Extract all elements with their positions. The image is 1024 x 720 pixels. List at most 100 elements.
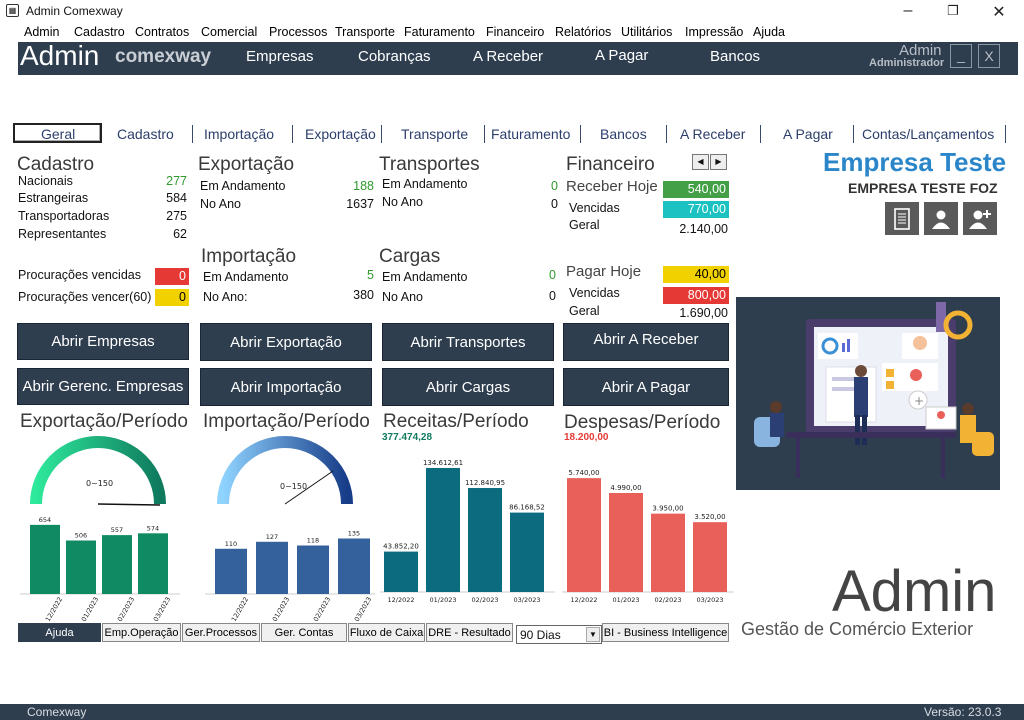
menu-faturamento[interactable]: Faturamento	[404, 25, 475, 39]
abrir-a-pagar-button[interactable]: Abrir A Pagar	[563, 368, 729, 406]
tab-transporte[interactable]: Transporte	[401, 126, 469, 142]
nav-a-pagar[interactable]: A Pagar	[595, 47, 649, 64]
transportadoras-label: Transportadoras	[18, 209, 110, 223]
bar-1	[426, 467, 460, 592]
status-bar: Comexway Versão: 23.0.3	[0, 704, 1024, 720]
abrir-a-receber-button[interactable]: Abrir A Receber	[563, 323, 729, 361]
brand-footer-subtitle: Gestão de Comércio Exterior	[741, 619, 974, 639]
fluxo-caixa-button[interactable]: Fluxo de Caixa	[348, 623, 425, 642]
nav-a-receber[interactable]: A Receber	[473, 48, 544, 65]
menu-processos[interactable]: Processos	[269, 25, 328, 39]
pagar-vencidas-label: Vencidas	[569, 286, 620, 300]
cadastro-title: Cadastro	[17, 154, 95, 175]
abrir-exportacao-button[interactable]: Abrir Exportação	[200, 323, 372, 361]
empresa-subtitle: EMPRESA TESTE FOZ	[848, 180, 998, 196]
exportacao-gauge: 0~150	[28, 434, 168, 509]
bar-0	[215, 548, 247, 594]
transportes-andamento-label: Em Andamento	[382, 177, 468, 191]
abrir-transportes-button[interactable]: Abrir Transportes	[382, 323, 554, 361]
title-bar: ▦ Admin Comexway – ❐ ✕	[0, 0, 1024, 22]
brand-footer-title: Admin	[832, 559, 997, 624]
status-version: Versão: 23.0.3	[924, 705, 1002, 719]
procuracoes-vencidas-label: Procurações vencidas	[18, 268, 141, 282]
procuracoes-vencer-label: Procurações vencer(60)	[18, 290, 152, 304]
category-label-0: 12/2022	[387, 596, 414, 604]
maximize-window-button[interactable]: ❐	[947, 3, 959, 18]
bar-1	[256, 541, 288, 594]
tab-geral[interactable]: Geral	[41, 126, 76, 142]
tab-contas-lancamentos[interactable]: Contas/Lançamentos	[862, 126, 995, 142]
nacionais-label: Nacionais	[18, 174, 73, 188]
menu-comercial[interactable]: Comercial	[201, 25, 258, 39]
menu-relatorios[interactable]: Relatórios	[555, 25, 612, 39]
dre-resultado-button[interactable]: DRE - Resultado	[426, 623, 513, 642]
category-label-1: 01/2023	[80, 596, 100, 623]
tab-a-receber[interactable]: A Receber	[680, 126, 746, 142]
bi-button[interactable]: BI - Business Intelligence	[602, 623, 729, 642]
bar-3	[693, 522, 727, 592]
financeiro-title: Financeiro	[566, 154, 655, 175]
bar-2	[297, 545, 329, 594]
abrir-cargas-button[interactable]: Abrir Cargas	[382, 368, 554, 406]
abrir-importacao-button[interactable]: Abrir Importação	[200, 368, 372, 406]
tab-bancos[interactable]: Bancos	[600, 126, 647, 142]
exportacao-periodo-title: Exportação/Período	[20, 411, 188, 432]
tab-separator	[666, 125, 667, 143]
bar-0	[384, 551, 418, 592]
pagar-geral-label: Geral	[569, 304, 600, 318]
tab-faturamento[interactable]: Faturamento	[491, 126, 571, 142]
data-label-1: 134.612,61	[423, 459, 463, 467]
data-label-1: 4.990,00	[610, 484, 641, 492]
menu-contratos[interactable]: Contratos	[135, 25, 190, 39]
close-window-button[interactable]: ✕	[992, 4, 1006, 21]
tab-importacao[interactable]: Importação	[204, 126, 275, 142]
importacao-gauge-label: 0~150	[280, 482, 307, 491]
tab-a-pagar[interactable]: A Pagar	[783, 126, 833, 142]
pagar-geral-value: 1.690,00	[679, 306, 728, 320]
financeiro-next-button[interactable]: ▶	[710, 154, 727, 170]
menu-ajuda[interactable]: Ajuda	[753, 25, 785, 39]
periodo-select[interactable]: 90 Dias ▼	[516, 625, 602, 644]
menu-financeiro[interactable]: Financeiro	[486, 25, 545, 39]
nav-empresas[interactable]: Empresas	[246, 48, 314, 65]
exportacao-ano-value: 1637	[346, 197, 374, 211]
bar-0	[567, 478, 601, 592]
tab-exportacao[interactable]: Exportação	[305, 126, 376, 142]
nav-cobrancas[interactable]: Cobranças	[358, 48, 431, 65]
tab-cadastro[interactable]: Cadastro	[117, 126, 174, 142]
emp-operacao-button[interactable]: Emp.Operação	[102, 623, 181, 642]
add-user-icon[interactable]	[963, 202, 997, 235]
menu-cadastro[interactable]: Cadastro	[74, 25, 125, 39]
category-label-1: 01/2023	[271, 596, 291, 623]
estrangeiras-value: 584	[166, 191, 187, 205]
category-label-2: 02/2023	[654, 596, 681, 604]
close-button[interactable]: X	[978, 44, 1000, 68]
nav-bancos[interactable]: Bancos	[710, 48, 761, 65]
minimize-window-button[interactable]: –	[903, 2, 913, 19]
abrir-gerenc-empresas-button[interactable]: Abrir Gerenc. Empresas	[17, 368, 189, 405]
ger-contas-button[interactable]: Ger. Contas	[261, 623, 347, 642]
transportadoras-value: 275	[166, 209, 187, 223]
category-label-3: 03/2023	[152, 596, 172, 623]
transportes-title: Transportes	[379, 154, 480, 175]
menu-utilitarios[interactable]: Utilitários	[621, 25, 673, 39]
category-label-0: 12/2022	[44, 596, 64, 623]
data-label-0: 654	[39, 516, 51, 524]
data-label-0: 43.852,20	[383, 543, 419, 551]
minimize-button[interactable]: _	[950, 44, 972, 68]
financeiro-prev-button[interactable]: ◀	[692, 154, 709, 170]
menu-admin[interactable]: Admin	[24, 25, 60, 39]
abrir-empresas-button[interactable]: Abrir Empresas	[17, 323, 189, 360]
menu-impressao[interactable]: Impressão	[685, 25, 744, 39]
data-label-2: 557	[111, 526, 123, 534]
receitas-total: 377.474,28	[382, 432, 433, 443]
receber-vencidas-value: 770,00	[663, 201, 729, 218]
tab-separator	[760, 125, 761, 143]
document-icon[interactable]	[885, 202, 919, 235]
user-icon[interactable]	[924, 202, 958, 235]
menu-transporte[interactable]: Transporte	[335, 25, 395, 39]
exportacao-ano-label: No Ano	[200, 197, 242, 211]
ger-processos-button[interactable]: Ger.Processos	[182, 623, 260, 642]
pagar-hoje-label: Pagar Hoje	[566, 263, 642, 280]
ajuda-button[interactable]: Ajuda	[18, 623, 101, 642]
